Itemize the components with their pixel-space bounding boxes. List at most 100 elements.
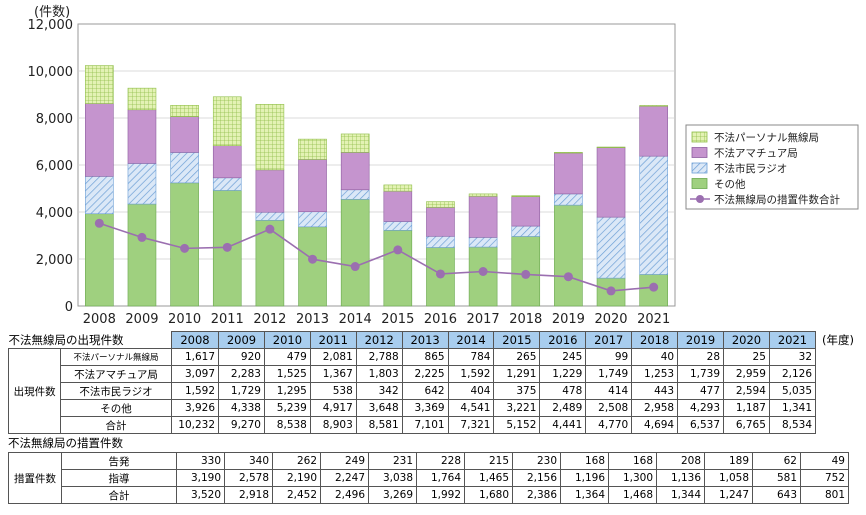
data-table: 不法無線局の出現件数 2008 2009 2010 2011 2012 2013 2014 20… (7, 331, 858, 504)
total-cell: 3,520 (176, 486, 225, 504)
line-point-2014 (350, 262, 360, 272)
bar-segment-不法パーソナル無線局-2014 (340, 133, 370, 153)
total-cell: 4,694 (631, 416, 679, 434)
value-cell: 1,617 (170, 348, 220, 366)
year-header: 2016 (539, 331, 587, 349)
value-cell: 375 (493, 382, 541, 400)
line-point-2017 (478, 267, 488, 277)
total-cell: 5,152 (493, 416, 541, 434)
year-header: 2010 (263, 331, 311, 349)
value-cell: 3,097 (170, 365, 220, 383)
total-cell: 4,770 (585, 416, 633, 434)
bar-segment-不法アマチュア局-2013 (298, 159, 327, 213)
legend-label: 不法アマチュア局 (714, 147, 798, 160)
value-cell: 784 (447, 348, 495, 366)
line-point-2008 (94, 218, 104, 228)
legend-swatch (691, 178, 708, 189)
line-point-2009 (137, 232, 147, 242)
bar-segment-不法パーソナル無線局-2021 (639, 105, 668, 107)
bar-segment-不法アマチュア局-2015 (383, 190, 413, 222)
bar-segment-その他-2009 (127, 203, 157, 307)
bar-segment-不法パーソナル無線局-2013 (298, 138, 327, 160)
line-point-2016 (435, 269, 445, 279)
total-cell: 1,992 (416, 486, 465, 504)
value-cell: 2,959 (723, 365, 770, 383)
appearance-table: 不法無線局の出現件数 2008 2009 2010 2011 2012 2013 2014 20… (7, 331, 858, 434)
bar-segment-不法市民ラジオ-2014 (340, 189, 370, 200)
value-cell: 32 (768, 348, 817, 366)
measures-table: 措置件数 告発 330 340 262 249 231 228 215 230 168 168 208 1… (8, 452, 849, 504)
legend-label: 不法パーソナル無線局 (714, 131, 819, 144)
total-cell: 1,364 (560, 486, 609, 504)
bar-segment-不法アマチュア局-2017 (468, 195, 498, 238)
value-cell: 230 (512, 452, 561, 470)
bar-segment-不法市民ラジオ-2008 (85, 176, 114, 215)
total-cell: 7,101 (401, 416, 449, 434)
row-label: 不法パーソナル無線局 (60, 348, 172, 366)
bar-segment-不法市民ラジオ-2013 (298, 211, 327, 228)
value-cell: 2,788 (355, 348, 403, 366)
bar-segment-不法市民ラジオ-2015 (383, 221, 413, 231)
value-cell: 1,803 (355, 365, 403, 383)
value-cell: 1,136 (656, 469, 705, 487)
bar-segment-不法パーソナル無線局-2019 (554, 152, 583, 154)
row-label: その他 (60, 399, 172, 417)
x-tick-label: 2012 (253, 312, 286, 327)
legend-swatch (691, 131, 708, 143)
value-cell: 2,156 (512, 469, 561, 487)
year-header: 2021 (768, 331, 817, 349)
bar-segment-不法パーソナル無線局-2012 (255, 104, 285, 171)
bar-segment-不法アマチュア局-2010 (170, 116, 199, 153)
total-cell: 7,321 (447, 416, 495, 434)
total-cell: 1,680 (464, 486, 513, 504)
x-tick-label: 2020 (594, 312, 627, 327)
value-cell: 340 (224, 452, 273, 470)
total-cell: 2,918 (224, 486, 273, 504)
value-cell: 1,229 (539, 365, 587, 383)
x-tick-label: 2021 (637, 312, 670, 327)
line-series (99, 222, 654, 292)
value-cell: 1,196 (560, 469, 609, 487)
value-cell: 28 (677, 348, 725, 366)
value-cell: 3,190 (176, 469, 225, 487)
value-cell: 642 (401, 382, 449, 400)
value-cell: 538 (309, 382, 357, 400)
bar-segment-不法アマチュア局-2009 (127, 109, 157, 164)
legend-marker (696, 195, 704, 203)
total-cell: 9,270 (218, 416, 265, 434)
value-cell: 4,917 (309, 399, 357, 417)
value-cell: 2,190 (272, 469, 321, 487)
bar-segment-不法市民ラジオ-2012 (255, 211, 285, 221)
bar-segment-不法市民ラジオ-2011 (212, 177, 242, 191)
value-cell: 1,291 (493, 365, 541, 383)
line-point-2019 (563, 272, 573, 282)
bar-segment-不法アマチュア局-2012 (255, 169, 285, 213)
total-cell: 1,344 (656, 486, 705, 504)
line-point-2011 (222, 242, 232, 252)
value-cell: 262 (272, 452, 321, 470)
y-tick-label: 2,000 (36, 253, 73, 268)
total-cell: 8,534 (768, 416, 817, 434)
line-point-2018 (521, 269, 531, 279)
value-cell: 1,739 (677, 365, 725, 383)
value-cell: 3,038 (368, 469, 417, 487)
row-label: 告発 (61, 452, 177, 470)
bar-segment-不法アマチュア局-2018 (511, 196, 541, 227)
value-cell: 330 (176, 452, 225, 470)
total-cell: 2,496 (320, 486, 369, 504)
value-cell: 3,369 (401, 399, 449, 417)
row-label: 不法市民ラジオ (60, 382, 172, 400)
value-cell: 581 (752, 469, 801, 487)
y-tick-label: 12,000 (28, 18, 74, 33)
value-cell: 1,764 (416, 469, 465, 487)
value-cell: 4,541 (447, 399, 495, 417)
total-cell: 4,441 (539, 416, 587, 434)
value-cell: 168 (608, 452, 657, 470)
value-cell: 1,341 (768, 399, 817, 417)
row-label: 不法アマチュア局 (60, 365, 172, 383)
value-cell: 1,465 (464, 469, 513, 487)
total-cell: 643 (752, 486, 801, 504)
value-cell: 1,295 (263, 382, 311, 400)
bar-segment-不法市民ラジオ-2017 (468, 237, 498, 248)
bar-segment-不法市民ラジオ-2016 (426, 235, 455, 248)
